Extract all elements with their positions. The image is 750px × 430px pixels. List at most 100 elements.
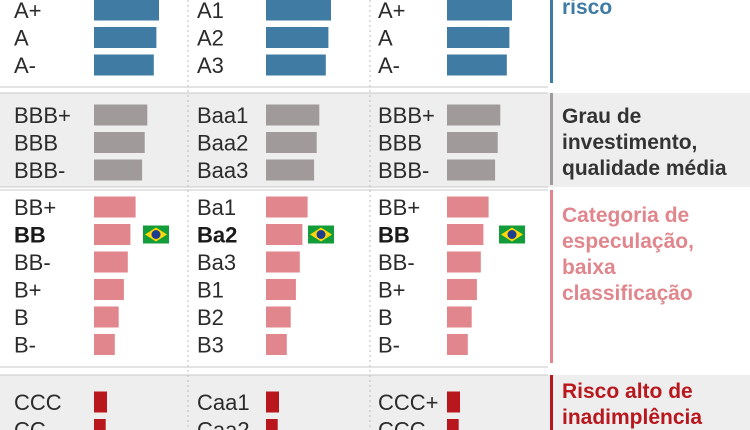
rating-bar (94, 54, 154, 76)
rating-bar (94, 279, 124, 300)
rating-label: BBB- (378, 158, 429, 183)
rating-bar (94, 27, 157, 48)
rating-bar (94, 104, 148, 126)
rating-bar (94, 196, 136, 218)
rating-bar (94, 306, 119, 328)
group-label-line: investimento, (562, 131, 697, 154)
rating-label: A- (14, 53, 36, 78)
rating-bar (447, 0, 512, 21)
rating-label: A+ (378, 0, 406, 23)
rating-label: B1 (197, 278, 224, 303)
group-label-line: Risco alto de (562, 380, 693, 403)
rating-bar (266, 334, 287, 355)
group-accent-spec (550, 190, 553, 363)
rating-label: BBB- (14, 158, 65, 183)
rating-label: Ba1 (197, 195, 236, 220)
rating-label: A- (378, 53, 400, 78)
rating-label: BB+ (14, 195, 56, 220)
brazil-flag-icon (499, 225, 525, 244)
rating-bar (447, 279, 477, 300)
group-label-medium: Grau de investimento, qualidade média (562, 105, 727, 180)
rating-label: B- (378, 333, 400, 358)
rating-bar (447, 196, 489, 218)
rating-bar (266, 279, 296, 300)
rating-label: B+ (14, 278, 42, 303)
rating-label: B (378, 305, 393, 330)
flag-globe (151, 230, 161, 239)
rating-label: BB+ (378, 195, 420, 220)
group-accent-medium (550, 93, 553, 185)
rating-bar (266, 159, 315, 181)
rating-label: Caa2 (197, 418, 250, 430)
group-band-risk (0, 375, 750, 430)
rating-bar (447, 251, 481, 273)
rating-bar (447, 104, 501, 126)
rating-bar (266, 27, 329, 48)
rating-label: CCC (378, 418, 426, 430)
rating-label: A1 (197, 0, 224, 23)
rating-bar (266, 419, 278, 430)
group-label-high: risco (562, 0, 612, 19)
rating-bar (266, 224, 303, 245)
rating-label: BB- (378, 250, 415, 275)
rating-bar (447, 391, 460, 413)
rating-label: B3 (197, 333, 224, 358)
rating-label: BBB+ (14, 103, 71, 128)
group-label-line: qualidade média (562, 157, 727, 180)
rating-label: Baa1 (197, 103, 248, 128)
flag-globe (507, 230, 517, 239)
rating-bar (266, 251, 300, 273)
group-accent-high (550, 0, 553, 83)
rating-label: Caa1 (197, 390, 250, 415)
rating-bar (266, 54, 326, 76)
rating-label: BB (14, 223, 46, 248)
rating-bar (94, 391, 107, 413)
rating-label: A+ (14, 0, 42, 23)
rating-bar (94, 159, 143, 181)
rating-bar (447, 306, 472, 328)
rating-bar (266, 132, 317, 153)
rating-bar (94, 419, 106, 430)
rating-bar (94, 224, 131, 245)
group-label-line: baixa (562, 256, 616, 279)
rating-label: B+ (378, 278, 406, 303)
group-label-risk: Risco alto de inadimplência (562, 380, 702, 429)
rating-label: Ba2 (197, 223, 237, 248)
rating-label: BB (378, 223, 410, 248)
group-label-line: Grau de (562, 105, 641, 128)
rating-label: A (378, 26, 393, 51)
rating-bar (447, 224, 484, 245)
rating-bar (266, 196, 308, 218)
rating-label: B (14, 305, 29, 330)
rating-label: BB- (14, 250, 51, 275)
rating-bar (447, 419, 459, 430)
brazil-flag-icon (143, 225, 169, 244)
rating-bar (94, 334, 115, 355)
rating-label: A (14, 26, 29, 51)
rating-label: Ba3 (197, 250, 236, 275)
group-label-line: Categoria de (562, 204, 689, 227)
rating-bar (447, 334, 468, 355)
rating-label: A2 (197, 26, 224, 51)
rating-bar (94, 132, 145, 153)
rating-label: CCC+ (378, 390, 439, 415)
rating-bar (266, 0, 331, 21)
group-label-line: inadimplência (562, 406, 702, 429)
rating-label: BBB (378, 131, 422, 156)
group-label-line: risco (562, 0, 612, 19)
rating-label: CCC (14, 390, 62, 415)
rating-label: Baa3 (197, 158, 248, 183)
rating-bar (447, 54, 507, 76)
group-label-spec: Categoria de especulação, baixa classificaç… (562, 204, 694, 305)
group-accent-risk (550, 375, 553, 430)
rating-label: BBB (14, 131, 58, 156)
brazil-flag-icon (308, 225, 334, 244)
rating-bar (447, 159, 496, 181)
rating-bar (447, 132, 498, 153)
rating-label: BBB+ (378, 103, 435, 128)
rating-bar (266, 104, 320, 126)
rating-bar (266, 391, 279, 413)
rating-bar (266, 306, 291, 328)
rating-label: CC (14, 418, 46, 430)
rating-label: A3 (197, 53, 224, 78)
